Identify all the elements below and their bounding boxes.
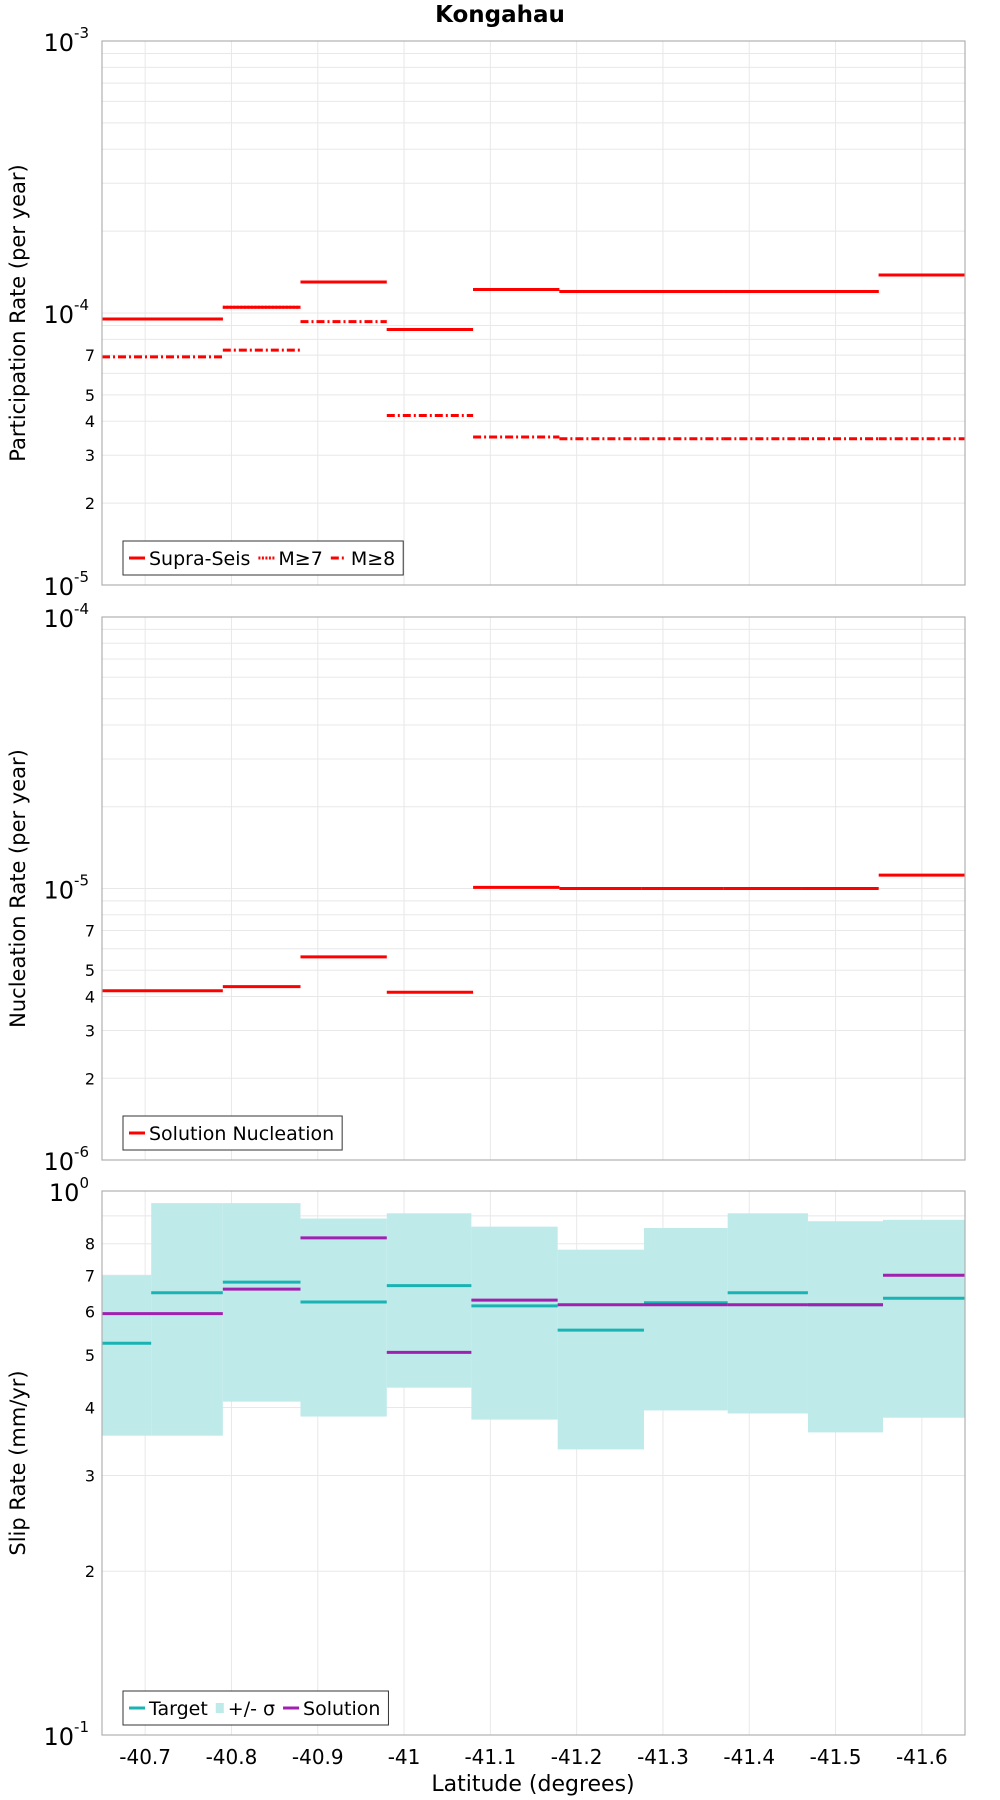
band-segment xyxy=(557,1249,644,1450)
band-segment xyxy=(883,1219,965,1418)
y-major-tick-label: 10-6 xyxy=(43,1143,89,1176)
legend-box xyxy=(122,1115,343,1151)
y-major-tick-labels: 10-5 10-4 10-3 xyxy=(43,24,89,601)
y-major-tick-label: 10-4 xyxy=(43,296,89,329)
x-tick-label: -40.9 xyxy=(292,1745,344,1769)
y-major-tick-label: 10-3 xyxy=(43,24,89,57)
y-minor-tick-label: 4 xyxy=(85,1398,95,1417)
y-minor-tick-labels: 2 3 4 5 6 7 8 xyxy=(85,1235,95,1582)
y-minor-tick-labels: 2 3 4 5 7 xyxy=(85,922,95,1089)
series-m-7 xyxy=(102,273,965,331)
band-segment xyxy=(386,1213,472,1388)
y-minor-tick-label: 3 xyxy=(85,1466,95,1485)
legend-label: M≥8 xyxy=(351,548,395,570)
legend: Solution Nucleation xyxy=(122,1115,343,1151)
chart-title: Kongahau xyxy=(435,2,565,28)
y-major-tick-label: 10-5 xyxy=(43,568,89,601)
legend-label: Supra-Seis xyxy=(149,548,250,570)
series-m-8 xyxy=(102,320,965,441)
legend-entry: +/- σ xyxy=(215,1698,275,1720)
x-tick-label: -40.7 xyxy=(119,1745,171,1769)
legend-entry: Supra-Seis xyxy=(129,548,250,570)
x-tick-label: -41.4 xyxy=(723,1745,775,1769)
y-minor-tick-labels: 2 3 4 5 7 xyxy=(85,346,95,513)
y-axis-label: Slip Rate (mm/yr) xyxy=(6,1370,30,1555)
legend-entry: M≥7 xyxy=(258,548,323,570)
x-tick-label: -41.3 xyxy=(637,1745,689,1769)
y-axis-label: Participation Rate (per year) xyxy=(6,164,30,461)
y-minor-tick-label: 7 xyxy=(85,346,95,365)
legend-entry: Solution xyxy=(283,1698,380,1720)
y-minor-tick-label: 5 xyxy=(85,386,95,405)
y-minor-tick-label: 3 xyxy=(85,1021,95,1040)
y-minor-tick-label: 3 xyxy=(85,446,95,465)
legend-entry: M≥8 xyxy=(330,548,395,570)
legend-label: M≥7 xyxy=(278,548,322,570)
plot-frame xyxy=(101,616,966,1161)
y-minor-tick-label: 5 xyxy=(85,1346,95,1365)
x-tick-label: -40.8 xyxy=(206,1745,258,1769)
band-segment xyxy=(151,1203,223,1436)
band-segment xyxy=(102,1275,152,1436)
y-major-tick-label: 10-1 xyxy=(43,1718,89,1751)
x-tick-label: -41.6 xyxy=(896,1745,948,1769)
legend-label: Target xyxy=(148,1698,208,1720)
legend: Supra-Seis M≥7 M≥8 xyxy=(122,540,404,576)
nucleation-rate-panel: 10-6 10-5 10-4 2 3 4 5 7 Nucleation Rate (per ye… xyxy=(6,600,966,1176)
grid-lines xyxy=(102,617,965,1160)
y-minor-tick-label: 5 xyxy=(85,961,95,980)
legend-entry: Target xyxy=(129,1698,208,1720)
y-minor-tick-label: 2 xyxy=(85,494,95,513)
plot-frame xyxy=(101,40,966,586)
legend-label: +/- σ xyxy=(228,1698,275,1720)
plot-frame xyxy=(101,1190,966,1736)
y-major-tick-label: 10-4 xyxy=(43,600,89,633)
participation-rate-panel: 10-5 10-4 10-3 2 3 4 5 7 Participation Rate (per… xyxy=(6,24,966,601)
x-tick-label: -41.1 xyxy=(464,1745,516,1769)
y-minor-tick-label: 8 xyxy=(85,1235,95,1254)
legend: Target +/- σ Solution xyxy=(122,1690,389,1726)
band-segment xyxy=(643,1228,728,1411)
series-solution-nucleation xyxy=(102,873,965,994)
y-major-tick-labels: 10-6 10-5 10-4 xyxy=(43,600,89,1176)
x-tick-label: -41.2 xyxy=(551,1745,603,1769)
legend-swatch xyxy=(215,1703,224,1713)
y-minor-tick-label: 2 xyxy=(85,1069,95,1088)
legend-label: Solution Nucleation xyxy=(149,1123,334,1145)
y-major-tick-label: 100 xyxy=(49,1174,89,1207)
band-segment xyxy=(807,1221,884,1433)
slip-rate-panel: 10-1 100 2 3 4 5 6 7 8 Slip Rate (mm/yr) Target +/-… xyxy=(6,1174,966,1751)
y-minor-tick-label: 4 xyxy=(85,412,95,431)
y-minor-tick-label: 4 xyxy=(85,988,95,1007)
legend-box xyxy=(122,1690,389,1726)
y-minor-tick-label: 7 xyxy=(85,922,95,941)
y-major-tick-labels: 10-1 100 xyxy=(43,1174,89,1751)
y-major-tick-label: 10-5 xyxy=(43,872,89,905)
y-axis-label: Nucleation Rate (per year) xyxy=(6,749,30,1028)
sigma-band xyxy=(102,1203,965,1450)
band-segment xyxy=(222,1203,301,1402)
band-segment xyxy=(471,1226,558,1420)
legend-label: Solution xyxy=(303,1698,380,1720)
y-minor-tick-label: 7 xyxy=(85,1266,95,1285)
grid-lines xyxy=(102,41,965,585)
x-tick-label: -41.5 xyxy=(810,1745,862,1769)
x-axis-label: Latitude (degrees) xyxy=(431,1772,634,1797)
band-segment xyxy=(300,1218,387,1417)
legend-entry: Solution Nucleation xyxy=(129,1123,334,1145)
band-segment xyxy=(727,1213,808,1414)
y-minor-tick-label: 6 xyxy=(85,1303,95,1322)
series-solution xyxy=(102,1236,965,1354)
x-tick-labels: -40.7 -40.8 -40.9 -41 -41.1 -41.2 -41.3 -41.4 -4… xyxy=(119,1745,947,1769)
y-minor-tick-label: 2 xyxy=(85,1562,95,1581)
x-tick-label: -41 xyxy=(388,1745,421,1769)
